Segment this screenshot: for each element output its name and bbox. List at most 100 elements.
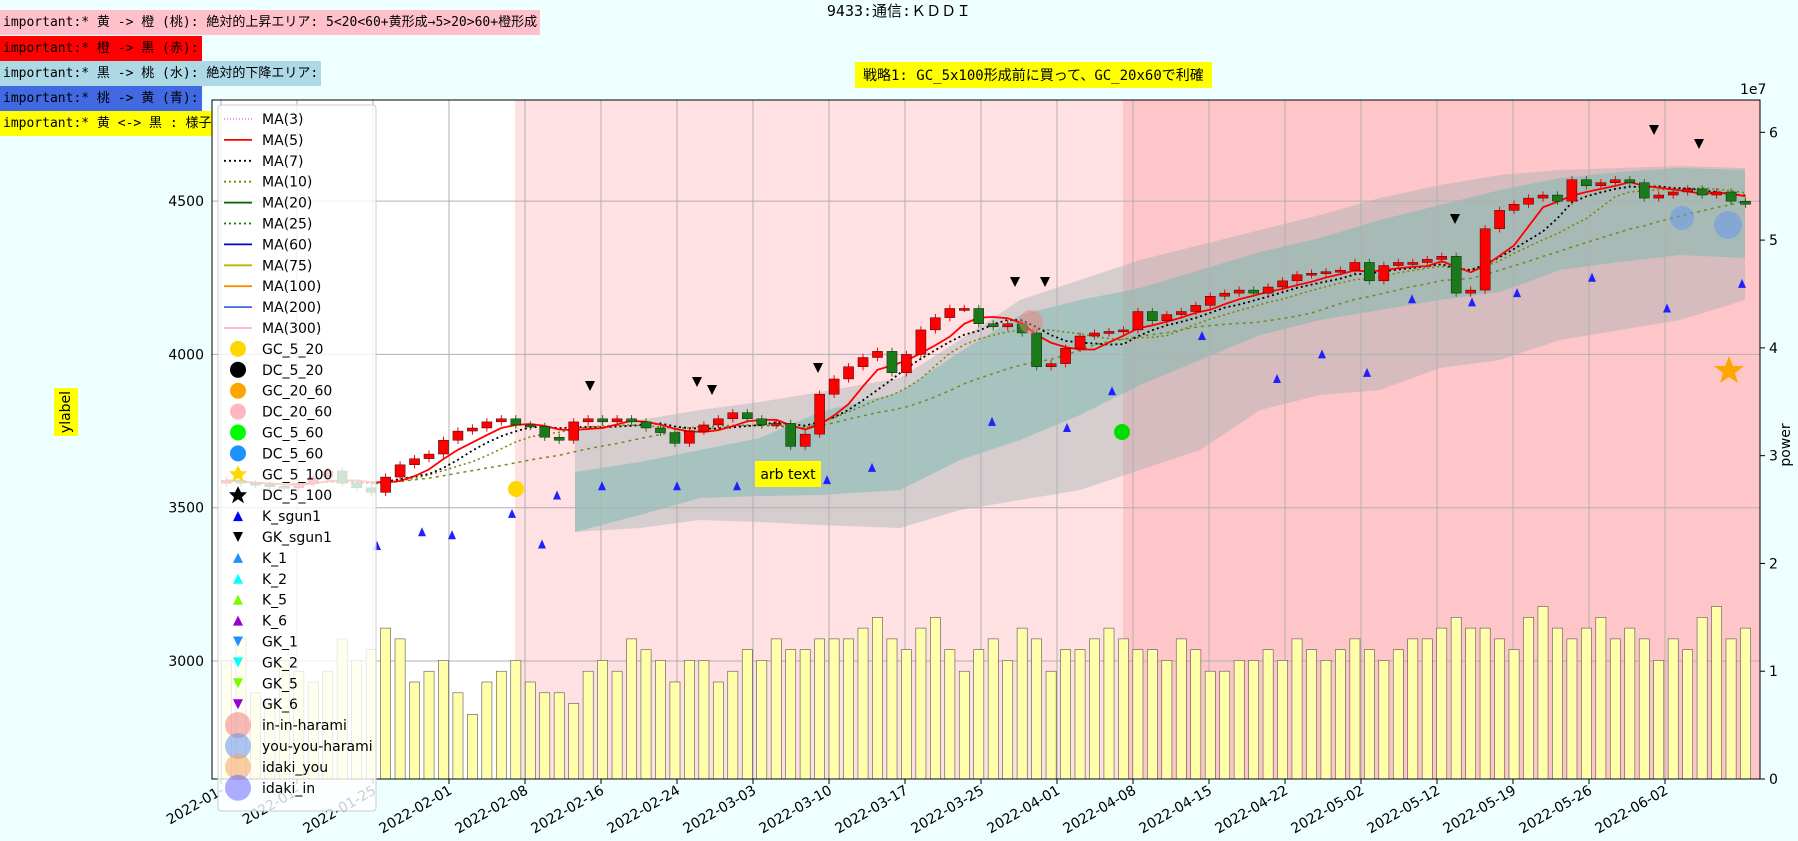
k-sgun1-marker [508, 508, 516, 518]
candle-body [1552, 194, 1563, 202]
volume-bar [958, 670, 970, 780]
legend-label: in-in-harami [262, 718, 347, 734]
y2-axis-label: power [1778, 423, 1794, 467]
candle-body [380, 476, 391, 493]
x-tick-label: 2022-06-02 [1593, 783, 1671, 838]
volume-bar [698, 660, 710, 780]
x-tick-label: 2022-05-19 [1441, 783, 1519, 838]
strategy-banner: 戦略1: GC_5x100形成前に買って、GC_20x60で利確 [855, 62, 1212, 88]
candle-body [1667, 191, 1679, 196]
candle-body [1595, 182, 1607, 187]
candle-body [930, 317, 941, 331]
y-tick-label: 4000 [168, 347, 204, 363]
candle-body [568, 421, 579, 441]
volume-bar [510, 660, 522, 780]
k-sgun1-marker [448, 530, 456, 540]
candle-body [423, 453, 435, 459]
candle-body [1740, 200, 1751, 205]
candle-body [1132, 311, 1144, 331]
gk-sgun1-marker [1450, 214, 1460, 224]
candle-body [1393, 262, 1404, 266]
candle-body [1581, 179, 1592, 187]
candle-body [1103, 331, 1115, 334]
k-sgun1-marker [418, 527, 426, 537]
volume-bar [1161, 660, 1173, 780]
legend-swatch-circle [230, 361, 246, 378]
legend-label: MA(300) [262, 321, 321, 337]
candle-body [1176, 311, 1187, 315]
volume-bar [1074, 649, 1086, 780]
legend-label: MA(100) [262, 279, 321, 295]
x-tick-label: 2022-04-15 [1137, 783, 1215, 838]
candle-body [770, 423, 782, 426]
volume-bar [1537, 606, 1549, 780]
volume-bar [452, 692, 464, 780]
k-sgun1-marker [1408, 294, 1416, 304]
legend-label: DC_20_60 [262, 405, 332, 421]
harami-marker [1714, 211, 1742, 239]
legend-swatch-triangle [233, 573, 243, 584]
volume-bar [1494, 638, 1505, 780]
candle-body [1725, 191, 1737, 202]
candle-body [1537, 194, 1549, 199]
x-tick-label: 2022-03-03 [681, 783, 759, 838]
volume-bar [539, 692, 551, 780]
volume-bar [1002, 660, 1014, 780]
k-sgun1-marker [553, 490, 561, 500]
volume-bar [843, 638, 854, 780]
legend-label: you-you-harami [262, 739, 373, 755]
volume-bar [495, 670, 507, 780]
volume-bar [1364, 649, 1375, 780]
legend-swatch-triangle [233, 594, 243, 605]
candle-body [553, 437, 565, 441]
k-sgun1-marker [1108, 386, 1116, 396]
ma10-line [226, 187, 1746, 486]
gk-sgun1-marker [1649, 125, 1659, 135]
legend-label: K_2 [262, 572, 287, 588]
volume-bar [1147, 649, 1158, 780]
volume-bar [1277, 660, 1288, 780]
volume-bar [626, 638, 637, 780]
volume-bar [1378, 660, 1390, 780]
gc-5-20-marker [508, 481, 524, 497]
legend-swatch-circle [230, 445, 246, 462]
candle-body [640, 421, 652, 429]
gk-sgun1-marker [707, 385, 717, 395]
candle-body [872, 351, 883, 358]
legend-label: GC_20_60 [262, 384, 332, 400]
legend-label: GC_5_20 [262, 342, 323, 358]
candle-body [1378, 265, 1390, 282]
volume-bar [1060, 649, 1071, 780]
legend-label: MA(75) [262, 258, 312, 274]
volume-bar [568, 703, 580, 780]
candle-body [1089, 332, 1100, 337]
y2-tick-label: 0 [1769, 772, 1778, 788]
y2-tick-label: 4 [1769, 341, 1778, 357]
candle-body [1045, 363, 1057, 367]
candle-body [539, 426, 551, 438]
volume-bar [872, 617, 883, 780]
legend-swatch-triangle [233, 615, 243, 626]
volume-bar [1335, 649, 1346, 780]
candle-body [713, 418, 724, 426]
k-sgun1-marker [1318, 349, 1326, 359]
volume-bar [684, 660, 695, 780]
legend-box [217, 104, 377, 812]
candle-body [828, 378, 840, 395]
k-sgun1-marker [988, 416, 996, 426]
candle-body [1002, 323, 1013, 328]
x-tick-label: 2022-05-02 [1289, 783, 1367, 838]
gk-sgun1-marker [813, 363, 823, 373]
candle-body [481, 421, 493, 429]
volume-bar [1190, 649, 1202, 780]
candle-body [394, 464, 406, 478]
volume-bar [785, 649, 797, 780]
candle-body [1696, 188, 1708, 196]
volume-bar [1740, 627, 1751, 780]
volume-bar [987, 638, 999, 780]
annotation-text: arb text [760, 467, 816, 483]
candle-body [1479, 228, 1491, 291]
volume-bar [1089, 638, 1100, 780]
volume-bar [1392, 649, 1404, 780]
